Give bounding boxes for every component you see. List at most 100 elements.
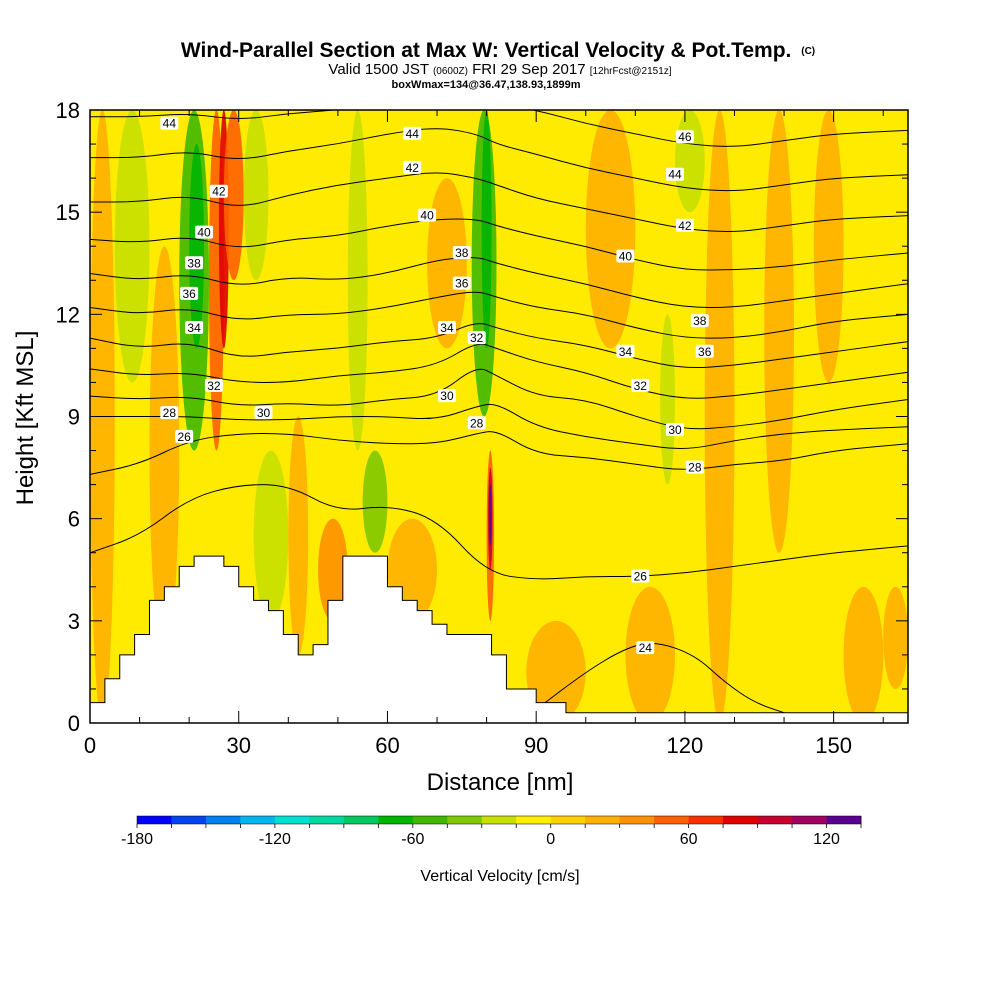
- y-tick-label: 12: [56, 302, 80, 327]
- svg-text:42: 42: [678, 219, 692, 233]
- colorbar-swatch: [619, 816, 655, 824]
- svg-text:42: 42: [406, 161, 420, 175]
- svg-text:38: 38: [455, 246, 469, 260]
- x-tick-label: 30: [226, 733, 250, 758]
- contour-label: 32: [631, 378, 650, 393]
- colorbar-swatch: [343, 816, 379, 824]
- colorbar-swatch: [654, 816, 690, 824]
- theta-contour-26: [90, 431, 908, 475]
- velocity-cell: [813, 110, 844, 383]
- svg-text:36: 36: [182, 287, 196, 301]
- contour-label: 44: [665, 167, 684, 182]
- svg-text:38: 38: [693, 314, 707, 328]
- velocity-cell: [704, 110, 735, 723]
- contour-label: 36: [695, 344, 714, 359]
- velocity-cell: [489, 484, 492, 546]
- y-axis-label: Height [Kft MSL]: [12, 331, 39, 506]
- y-tick-label: 9: [68, 405, 80, 430]
- velocity-cell: [481, 110, 492, 349]
- contour-labels-layer: 44 42 40 38 36 34 32 28 30 26 44 42 40 38 36 34 32 30 28 46…: [160, 116, 714, 655]
- x-tick-label: 60: [375, 733, 399, 758]
- svg-text:30: 30: [668, 423, 682, 437]
- velocity-cell: [243, 110, 269, 281]
- contour-label: 40: [418, 208, 437, 223]
- colorbar-swatch: [757, 816, 793, 824]
- colorbar-swatch: [171, 816, 207, 824]
- colorbar-swatch: [550, 816, 586, 824]
- colorbar-swatch: [309, 816, 345, 824]
- colorbar-swatch: [826, 816, 862, 824]
- svg-text:28: 28: [163, 406, 177, 420]
- svg-text:32: 32: [634, 379, 648, 393]
- contour-label: 46: [675, 130, 694, 144]
- colorbar-tick-label: -120: [259, 831, 291, 848]
- svg-text:28: 28: [470, 416, 484, 430]
- velocity-cell: [223, 110, 244, 281]
- contour-label: 30: [665, 423, 684, 437]
- velocity-cell: [253, 450, 289, 621]
- colorbar-swatch: [792, 816, 828, 824]
- contour-label: 42: [403, 160, 422, 175]
- svg-text:46: 46: [678, 130, 692, 144]
- svg-text:36: 36: [698, 345, 712, 359]
- svg-text:26: 26: [178, 430, 192, 444]
- colorbar-tick-label: -180: [121, 831, 153, 848]
- velocity-cell: [585, 110, 636, 349]
- y-tick-label: 0: [68, 711, 80, 736]
- contour-label: 44: [403, 127, 422, 141]
- velocity-cell: [362, 450, 388, 553]
- chart-subtitle-2: boxWmax=134@36.47,138.93,1899m: [392, 79, 581, 91]
- svg-text:40: 40: [619, 249, 633, 263]
- svg-text:34: 34: [187, 321, 201, 335]
- svg-text:38: 38: [187, 256, 201, 270]
- svg-text:34: 34: [619, 345, 633, 359]
- colorbar-swatch: [723, 816, 759, 824]
- svg-text:42: 42: [212, 185, 226, 199]
- contour-label: 28: [467, 416, 486, 430]
- contour-label: 32: [467, 331, 486, 345]
- theta-contour-42: [90, 172, 908, 232]
- colorbar-tick-label: 120: [813, 831, 840, 848]
- contour-label: 26: [631, 569, 650, 584]
- velocity-cell: [674, 110, 705, 213]
- colorbar-swatch: [516, 816, 552, 824]
- potential-temperature-contours: [90, 110, 908, 714]
- colorbar-tick-label: -60: [401, 831, 424, 848]
- colorbar-swatch: [412, 816, 448, 824]
- contour-label: 24: [636, 641, 655, 655]
- contour-label: 34: [437, 320, 456, 335]
- svg-text:34: 34: [440, 321, 454, 335]
- title-copyright-mark: (C): [801, 46, 815, 57]
- x-tick-label: 0: [84, 733, 96, 758]
- theta-contour-32: [90, 343, 908, 399]
- svg-text:30: 30: [440, 389, 454, 403]
- x-axis: 0 30 60 90 120 150: [84, 110, 884, 758]
- contour-label: 34: [616, 344, 635, 359]
- terrain: [90, 555, 908, 723]
- theta-contour-30: [90, 368, 908, 430]
- svg-text:36: 36: [455, 277, 469, 291]
- chart-title: Wind-Parallel Section at Max W: Vertical…: [181, 39, 815, 62]
- contour-label: 38: [452, 246, 471, 260]
- svg-text:26: 26: [634, 570, 648, 584]
- svg-text:40: 40: [197, 226, 211, 240]
- theta-contour-28: [90, 403, 908, 450]
- colorbar-swatch: [274, 816, 310, 824]
- colorbar-swatch: [585, 816, 621, 824]
- svg-text:44: 44: [668, 168, 682, 182]
- theta-contour-44: [90, 128, 908, 192]
- contour-label: 28: [160, 406, 179, 420]
- plot-area: 44 42 40 38 36 34 32 28 30 26 44 42 40 38 36 34 32 30 28 46…: [90, 110, 908, 723]
- y-tick-label: 15: [56, 200, 80, 225]
- svg-text:28: 28: [688, 461, 702, 475]
- velocity-cell: [114, 110, 150, 383]
- velocity-cell: [427, 178, 467, 349]
- colorbar-tick-label: 60: [680, 831, 698, 848]
- velocity-cell: [883, 586, 908, 689]
- chart-subtitle: Valid 1500 JST (0600Z) FRI 29 Sep 2017 […: [328, 61, 671, 78]
- contour-label: 44: [160, 116, 179, 131]
- theta-contour-38: [90, 257, 908, 309]
